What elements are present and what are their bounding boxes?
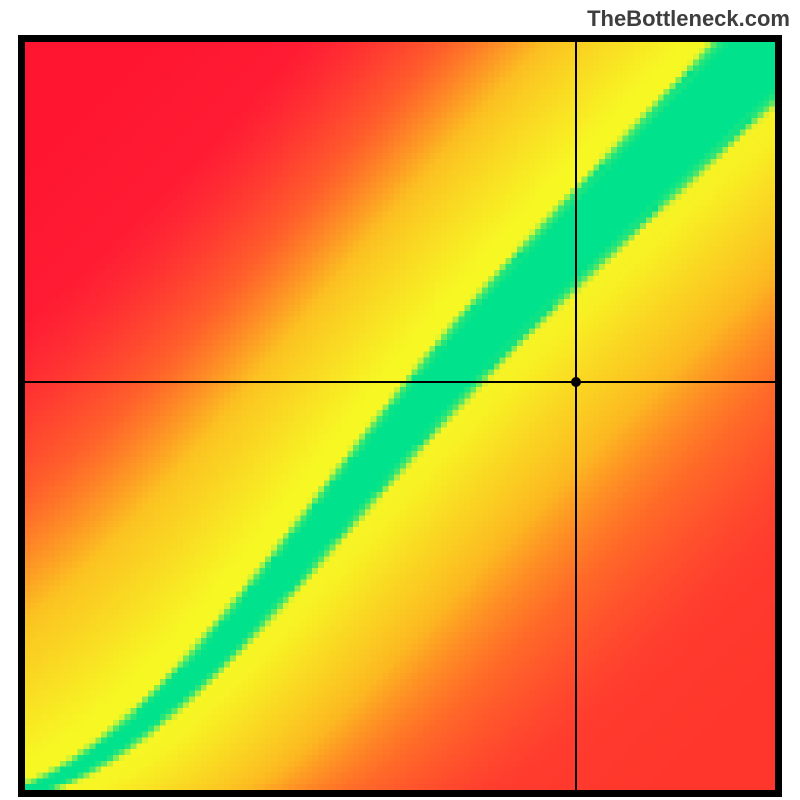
crosshair-vertical [575,42,577,790]
root-container: TheBottleneck.com [0,0,800,800]
heatmap-canvas [25,42,775,790]
plot-outer-border [18,35,782,797]
attribution-text: TheBottleneck.com [587,6,790,32]
crosshair-horizontal [25,381,775,383]
plot-inner-area [25,42,775,790]
crosshair-dot [571,377,581,387]
